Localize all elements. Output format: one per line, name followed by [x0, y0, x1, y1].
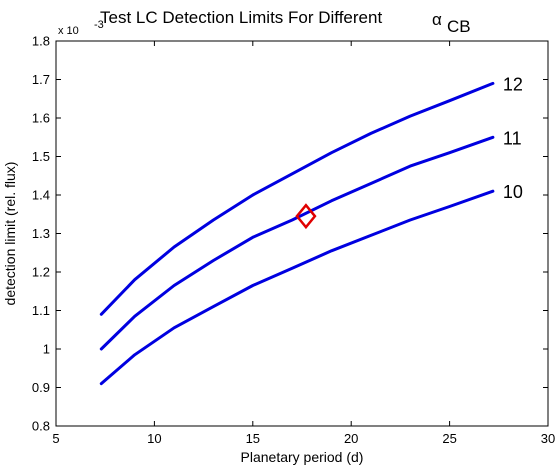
- y-multiplier-exponent: -3: [94, 19, 104, 31]
- series-label-10: 10: [503, 182, 523, 202]
- series-group: [99, 81, 495, 386]
- marker-group: [295, 203, 317, 230]
- y-tick-label: 1.5: [32, 149, 50, 164]
- y-tick-label: 1.1: [32, 303, 50, 318]
- series-label-12: 12: [503, 74, 523, 94]
- y-multiplier-label: x 10: [58, 25, 79, 37]
- y-axis-label: detection limit (rel. flux): [2, 162, 18, 306]
- series-line-12: [99, 81, 495, 316]
- series-line-11: [99, 135, 495, 351]
- y-tick-label: 1.7: [32, 72, 50, 87]
- axes: [55, 40, 549, 427]
- x-tick-label: 15: [246, 431, 260, 446]
- x-axis-label: Planetary period (d): [241, 449, 364, 465]
- x-tick-label: 30: [541, 431, 555, 446]
- y-tick-label: 1.3: [32, 226, 50, 241]
- x-tick-label: 25: [442, 431, 456, 446]
- y-tick-label: 1.6: [32, 111, 50, 126]
- diamond-marker: [295, 203, 317, 230]
- series-line-10: [99, 189, 495, 386]
- plot-frame: [55, 40, 549, 427]
- y-tick-label: 1.4: [32, 188, 50, 203]
- chart-title-symbol: α: [432, 10, 442, 29]
- x-tick-label: 20: [344, 431, 358, 446]
- y-tick-label: 1: [43, 342, 50, 357]
- y-tick-label: 0.8: [32, 419, 50, 434]
- series-label-11: 11: [503, 128, 522, 148]
- chart-title-subscript: CB: [447, 17, 471, 36]
- x-tick-label: 10: [147, 431, 161, 446]
- chart-title: Test LC Detection Limits For Different: [100, 8, 382, 27]
- labels: 5 10 15 20 25 30 0.8 0.9 1 1.1 1.2 1.3 1.4 1.5 1.6 1.7 1…: [2, 8, 555, 465]
- y-tick-label: 0.9: [32, 380, 50, 395]
- x-tick-label: 5: [52, 431, 59, 446]
- y-tick-label: 1.2: [32, 265, 50, 280]
- y-tick-label: 1.8: [32, 34, 50, 49]
